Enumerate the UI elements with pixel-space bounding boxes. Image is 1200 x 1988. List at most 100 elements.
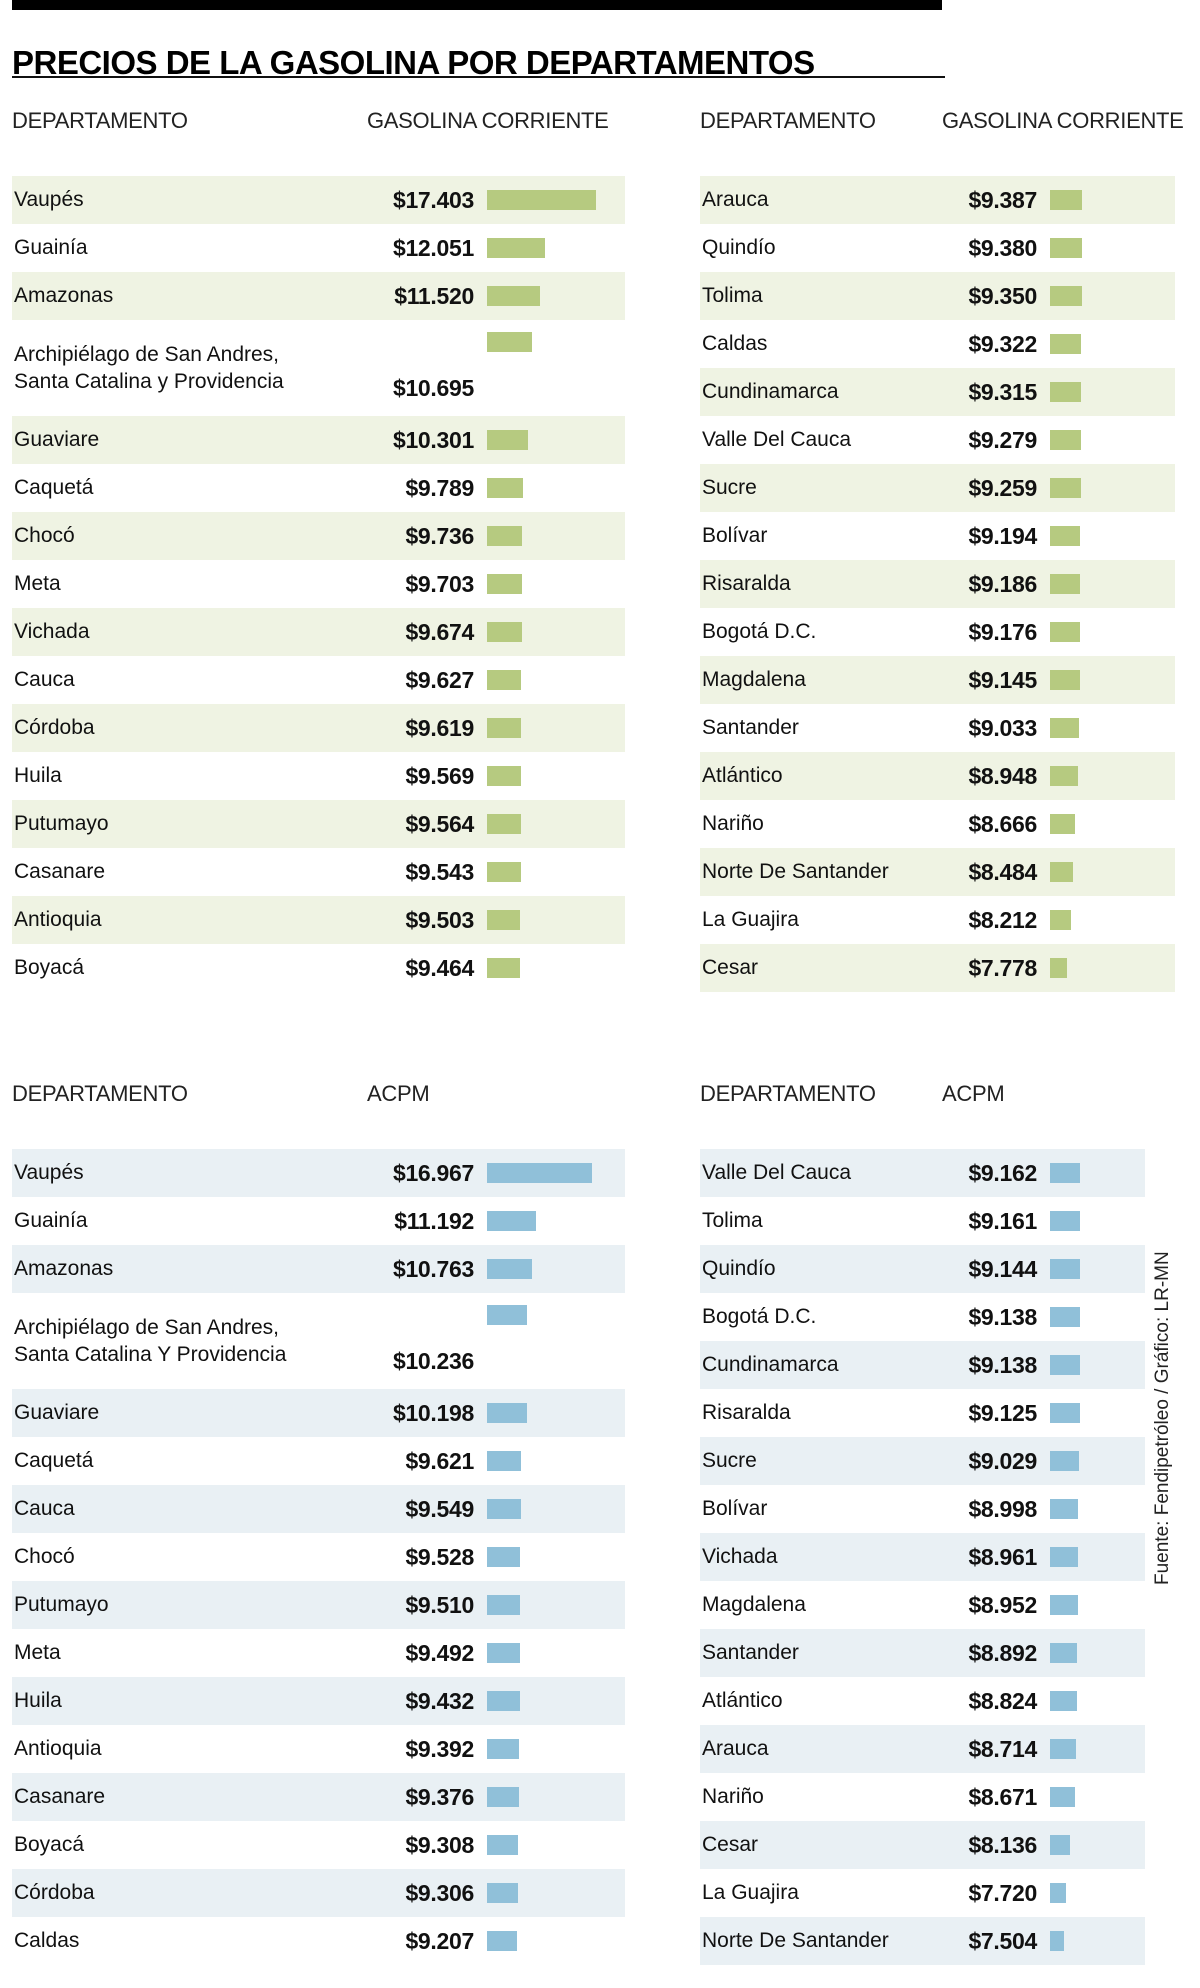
bar-cell <box>474 1739 625 1759</box>
bar-cell <box>474 1835 625 1855</box>
department-label: Magdalena <box>702 1593 806 1617</box>
table-row: Magdalena $9.145 <box>700 656 1175 704</box>
table-row: Huila $9.569 <box>12 752 625 800</box>
table-header: DEPARTAMENTO GASOLINA CORRIENTE <box>700 108 1184 134</box>
department-label: Atlántico <box>702 1689 783 1713</box>
department-label: Casanare <box>14 1785 106 1809</box>
table-row: Atlántico $8.824 <box>700 1677 1145 1725</box>
table-row: Nariño $8.671 <box>700 1773 1145 1821</box>
price-value: $9.569 <box>405 762 474 789</box>
price-bar <box>487 958 520 978</box>
table-row: Guaviare $10.198 <box>12 1389 625 1437</box>
table-row: Caquetá $9.789 <box>12 464 625 512</box>
department-label: Quindío <box>702 236 776 260</box>
table-row: Guainía $11.192 <box>12 1197 625 1245</box>
department-label: Quindío <box>702 1257 776 1281</box>
price-bar <box>487 1787 519 1807</box>
price-value: $9.029 <box>968 1447 1037 1474</box>
price-bar <box>487 1595 521 1615</box>
price-bar <box>487 430 528 450</box>
department-label: Bogotá D.C. <box>702 620 817 644</box>
bar-cell <box>1037 1451 1145 1471</box>
price-bar <box>487 862 521 882</box>
top-accent-bar <box>12 0 942 10</box>
bar-cell <box>1037 1835 1145 1855</box>
price-bar <box>1050 1691 1077 1711</box>
bar-cell <box>474 1211 625 1231</box>
price-value: $17.403 <box>392 186 474 213</box>
bar-cell <box>1037 238 1175 258</box>
department-label: Amazonas <box>14 1257 114 1281</box>
bar-cell <box>1037 1499 1145 1519</box>
price-bar <box>1050 1355 1080 1375</box>
department-label: Tolima <box>702 284 763 308</box>
price-value: $9.789 <box>405 474 474 501</box>
bar-cell <box>1037 1307 1145 1327</box>
price-value: $9.194 <box>968 522 1037 549</box>
price-value: $8.998 <box>968 1495 1037 1522</box>
department-label: Santander <box>702 716 799 740</box>
bar-cell <box>1037 718 1175 738</box>
table-row: Vichada $8.961 <box>700 1533 1145 1581</box>
price-bar <box>487 1883 519 1903</box>
bar-cell <box>474 526 625 546</box>
price-value: $9.528 <box>405 1543 474 1570</box>
column-header-acpm: ACPM <box>367 1081 430 1106</box>
price-bar <box>487 478 523 498</box>
table-row: Sucre $9.259 <box>700 464 1175 512</box>
table-row: Cundinamarca $9.138 <box>700 1341 1145 1389</box>
bar-cell <box>474 286 625 306</box>
price-bar <box>1050 1643 1078 1663</box>
bar-cell <box>1037 814 1175 834</box>
column-header-departamento: DEPARTAMENTO <box>12 1081 188 1106</box>
price-bar <box>487 190 596 210</box>
price-bar <box>487 286 540 306</box>
table-row: Vaupés $17.403 <box>12 176 625 224</box>
bar-cell <box>1037 190 1175 210</box>
table-row: Boyacá $9.308 <box>12 1821 625 1869</box>
bar-cell <box>474 1451 625 1471</box>
department-label: Antioquia <box>14 908 102 932</box>
department-label: Bolívar <box>702 1497 768 1521</box>
department-label: Boyacá <box>14 956 85 980</box>
department-label: Valle Del Cauca <box>702 428 852 452</box>
price-bar <box>1050 334 1082 354</box>
table-row: Tolima $9.161 <box>700 1197 1145 1245</box>
bar-cell <box>474 958 625 978</box>
column-header-departamento: DEPARTAMENTO <box>700 108 876 133</box>
bar-cell <box>1037 670 1175 690</box>
bar-cell <box>474 1787 625 1807</box>
price-bar <box>487 1403 527 1423</box>
price-bar <box>1050 1739 1076 1759</box>
price-value: $7.720 <box>968 1879 1037 1906</box>
table-gasolina-corriente-1: DEPARTAMENTO GASOLINA CORRIENTE Vaupés $1… <box>12 108 625 992</box>
table-row: Santander $9.033 <box>700 704 1175 752</box>
table-row: Guainía $12.051 <box>12 224 625 272</box>
price-value: $9.176 <box>968 618 1037 645</box>
price-bar <box>1050 1499 1079 1519</box>
price-bar <box>1050 1595 1078 1615</box>
department-label: Vichada <box>14 620 90 644</box>
bar-cell <box>1037 1595 1145 1615</box>
price-bar <box>1050 958 1067 978</box>
department-label: Guainía <box>14 236 88 260</box>
table-row: Cesar $8.136 <box>700 1821 1145 1869</box>
bar-cell <box>474 1547 625 1567</box>
price-value: $8.948 <box>968 762 1037 789</box>
bar-cell <box>1037 1739 1145 1759</box>
department-label: Arauca <box>702 1737 769 1761</box>
table-row: Valle Del Cauca $9.162 <box>700 1149 1145 1197</box>
bar-cell <box>1037 1403 1145 1423</box>
department-label: Cundinamarca <box>702 380 839 404</box>
bar-cell <box>1037 1163 1145 1183</box>
department-label: Norte De Santander <box>702 1929 889 1953</box>
price-bar <box>487 1547 521 1567</box>
department-label: Meta <box>14 572 61 596</box>
price-value: $9.464 <box>405 954 474 981</box>
price-value: $9.392 <box>405 1735 474 1762</box>
price-value: $10.695 <box>392 375 474 401</box>
bar-cell <box>474 1595 625 1615</box>
department-label: Vaupés <box>14 1161 84 1185</box>
table-row: Bolívar $8.998 <box>700 1485 1145 1533</box>
column-header-acpm: ACPM <box>942 1081 1005 1106</box>
